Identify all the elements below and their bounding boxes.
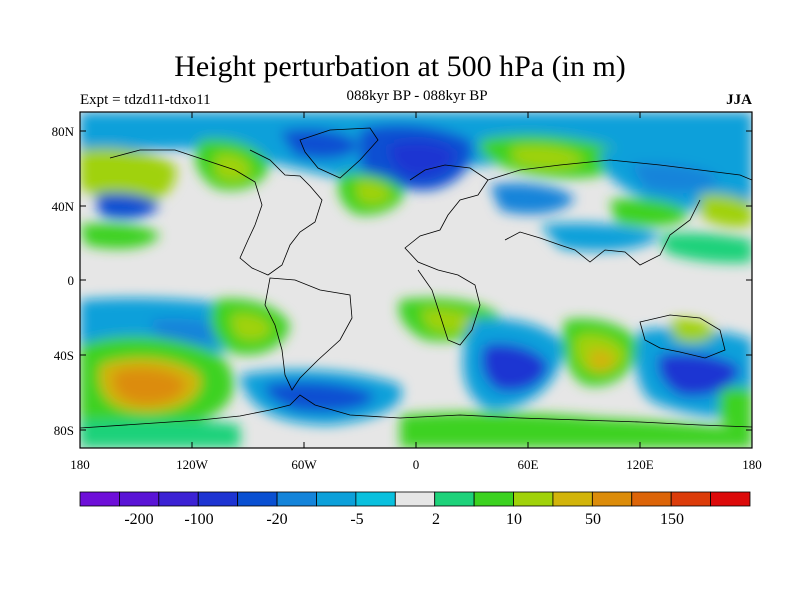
lat-tick-label: 80S	[54, 423, 74, 438]
south-pacific-low-core	[150, 318, 230, 345]
siberia-positive-core	[510, 145, 585, 169]
north-pacific-low	[95, 193, 160, 219]
contour-field	[80, 112, 752, 448]
lat-tick-label: 0	[68, 273, 75, 288]
lon-tick-label: 120E	[626, 457, 654, 472]
colorbar-label: -100	[184, 511, 213, 528]
colorbar-swatch	[513, 491, 554, 507]
coast-asia	[487, 159, 752, 266]
arctic-canada-low	[280, 128, 360, 159]
lon-tick-label: 180	[742, 457, 762, 472]
colorbar-swatch	[710, 491, 751, 507]
season-label: JJA	[726, 92, 752, 108]
china-positive	[610, 198, 690, 227]
coast-greenland	[299, 127, 379, 179]
colorbar-label: 150	[660, 511, 684, 528]
colorbar-label: -200	[124, 511, 153, 528]
lon-tick-label: 60W	[291, 457, 317, 472]
pacific-positive	[80, 223, 160, 249]
colorbar-label: -20	[266, 511, 287, 528]
lat-tick-label: 80N	[52, 124, 75, 139]
lon-tick-label: 0	[413, 457, 420, 472]
lon-tick-label: 60E	[518, 457, 539, 472]
lat-tick-label: 40N	[52, 199, 75, 214]
lon-tick-label: 180	[70, 457, 90, 472]
central-asia-low	[490, 183, 575, 215]
experiment-label: Expt = tdzd11-tdxo11	[80, 92, 211, 108]
colorbar-swatch	[237, 491, 278, 507]
indian-ocean-low-core	[481, 343, 548, 392]
japan-positive	[700, 194, 752, 227]
coast-europe-africa	[404, 164, 489, 346]
colorbar-swatch	[197, 491, 239, 507]
coast-south-america	[264, 277, 353, 391]
indian-ocean-positive-core	[590, 349, 615, 372]
lat-tick-label: 40S	[54, 348, 74, 363]
north-atlantic-core	[389, 140, 455, 177]
colorbar-swatch	[552, 491, 593, 507]
colorbar-swatch	[316, 491, 357, 507]
colorbar-swatch	[355, 491, 396, 507]
antarctic-pacific-positive	[80, 418, 240, 448]
coast-north-america	[109, 149, 323, 276]
coastlines	[80, 127, 752, 429]
colorbar-swatch	[434, 491, 475, 507]
colorbar-label: 10	[506, 511, 522, 528]
colorbar-swatch	[394, 491, 436, 507]
colorbar	[79, 491, 751, 507]
coast-australia	[639, 314, 726, 359]
colorbar-label: 2	[432, 511, 440, 528]
east-asia-low-core	[630, 163, 720, 193]
colorbar-swatch	[119, 491, 160, 507]
colorbar-swatch	[473, 491, 514, 507]
coast-antarctica	[80, 394, 752, 429]
south-america-positive-core	[230, 313, 272, 341]
lat-axis	[80, 130, 752, 431]
period-subtitle: 088kyr BP - 088kyr BP	[346, 88, 488, 104]
colorbar-swatch	[631, 491, 672, 507]
europe-positive-core	[355, 180, 392, 205]
subtropical-positive	[660, 232, 752, 263]
antarctic-positive-band	[400, 412, 752, 448]
chart-title: Height perturbation at 500 hPa (in m)	[174, 50, 626, 83]
australia-positive	[670, 318, 716, 343]
south-atlantic-positive-core	[420, 308, 478, 333]
colorbar-swatch	[79, 491, 120, 507]
australia-low-core	[658, 353, 740, 397]
colorbar-swatch	[158, 491, 199, 507]
mideast-low	[540, 223, 660, 252]
southern-ocean-positive-east	[718, 387, 752, 431]
southern-ocean-positive-pacific-core	[113, 368, 185, 405]
colorbar-swatch	[276, 491, 317, 507]
colorbar-label: 50	[585, 511, 601, 528]
colorbar-swatch	[591, 491, 633, 507]
north-america-positive	[80, 148, 176, 205]
lon-tick-label: 120W	[176, 457, 209, 472]
colorbar-label: -5	[350, 511, 363, 528]
lon-axis	[191, 112, 641, 448]
colorbar-swatch	[670, 491, 711, 507]
